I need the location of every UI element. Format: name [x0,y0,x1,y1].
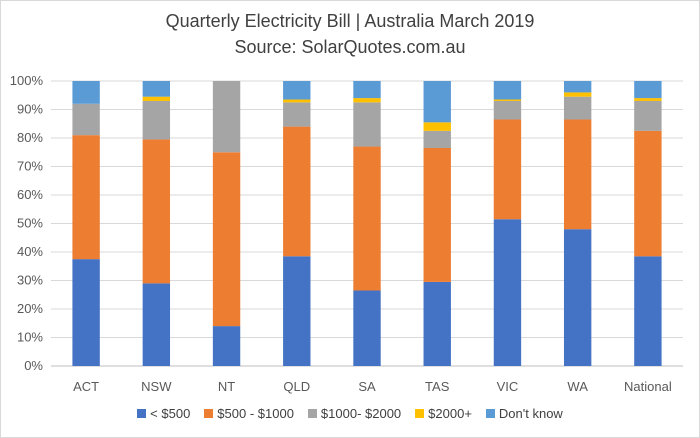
legend-item: < $500 [137,406,190,421]
x-tick-label: VIC [497,379,519,394]
bar-segment [283,256,311,366]
legend-label: $2000+ [428,406,472,421]
legend-label: Don't know [498,406,563,421]
bar-segment [283,126,311,257]
bar-segment [142,96,171,101]
bar-segment [142,100,171,140]
x-tick-label: NT [218,379,235,394]
legend-item: Don't know [485,406,563,421]
bar-segment [353,102,381,147]
bar-segment [212,81,241,153]
bar-segment [423,81,451,123]
bar-segment [353,290,381,366]
bar-segment [493,99,522,101]
bar-segment [493,119,522,220]
bar-segment [142,139,171,284]
y-tick-label: 20% [17,301,43,316]
legend-item: $500 - $1000 [204,406,294,421]
bar-segment [493,81,522,100]
chart-title: Quarterly Electricity Bill | Australia M… [165,11,535,31]
bar-segment [634,100,662,131]
x-tick-label: TAS [425,379,450,394]
x-tick-label: QLD [283,379,310,394]
legend-item: $1000- $2000 [307,406,402,421]
legend-swatch [485,409,495,418]
bar-segment [423,147,451,282]
bar-segment [72,81,100,104]
bar-segment [72,103,100,136]
bar-segment [634,130,662,257]
legend-item: $2000+ [415,406,472,421]
y-tick-label: 0% [24,358,43,373]
bar-segment [563,92,592,97]
legend-swatch [415,409,425,418]
y-tick-label: 100% [10,73,44,88]
x-tick-label: ACT [73,379,99,394]
y-tick-label: 10% [17,330,43,345]
legend-swatch [204,409,214,418]
bar-segment [423,122,451,131]
legend-label: < $500 [150,406,191,421]
bar-segment [142,283,171,366]
legend-label: $1000- $2000 [320,406,402,421]
bar-segment [493,219,522,366]
bar-segment [72,135,100,260]
bar-segment [283,99,311,103]
x-tick-label: National [624,379,672,394]
y-tick-label: 50% [17,216,43,231]
chart-subtitle: Source: SolarQuotes.com.au [234,37,466,57]
y-tick-label: 30% [17,273,43,288]
bar-segment [283,81,311,100]
bar-segment [353,146,381,291]
legend-swatch [307,409,317,418]
bar-segment [423,130,451,148]
y-tick-label: 40% [17,244,43,259]
bar-segment [142,81,171,97]
y-tick-label: 90% [17,102,43,117]
bar-segment [72,259,100,367]
bar-segment [212,326,241,366]
x-tick-label: WA [567,379,588,394]
y-tick-label: 60% [17,187,43,202]
bar-segment [493,100,522,120]
legend-label: $500 - $1000 [217,406,294,421]
x-tick-label: NSW [141,379,172,394]
bar-segment [634,81,662,99]
y-tick-label: 70% [17,159,43,174]
bar-segment [423,281,451,366]
legend-swatch [137,409,147,418]
y-tick-label: 80% [17,130,43,145]
bar-segment [634,256,662,366]
legend: < $500 $500 - $1000 $1000- $2000 $2000+ Don'… [1,406,699,421]
bar-segment [563,229,592,366]
bar-segment [212,152,241,327]
x-tick-label: SA [358,379,376,394]
bar-segment [283,102,311,127]
bar-segment [634,98,662,101]
bar-segment [353,98,381,103]
bar-segment [563,96,592,120]
bar-segment [563,81,592,93]
bar-segment [353,81,381,99]
bar-segment [563,119,592,230]
